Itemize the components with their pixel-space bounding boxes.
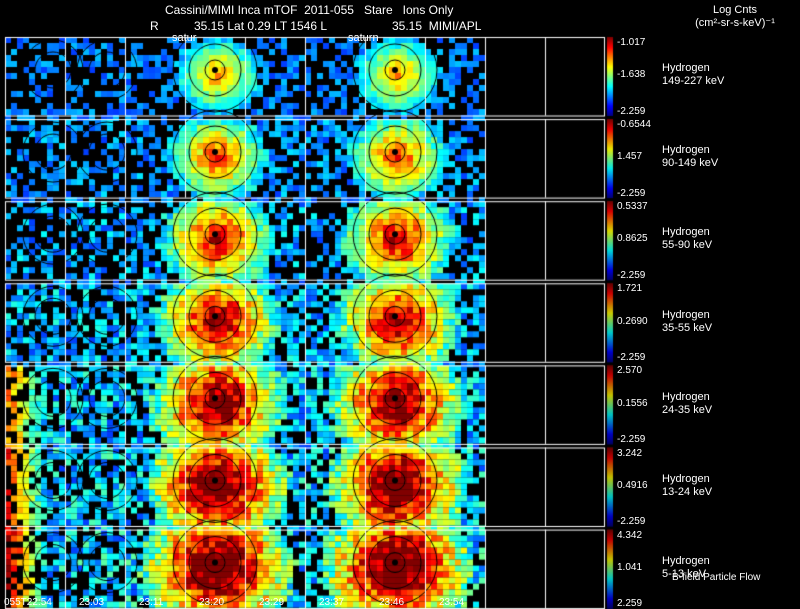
colorbar-mid-label: 1.041: [617, 561, 643, 573]
time-tick-label: 23:11: [139, 597, 164, 608]
energy-range: 55-90 keV: [662, 239, 713, 252]
panel-species-label: Hydrogen 24-35 keV: [662, 391, 712, 417]
time-tick-label: 055T22:54: [4, 597, 52, 608]
panel-species-label: Hydrogen 55-90 keV: [662, 226, 712, 252]
panel-species-label: Hydrogen 13-24 keV: [662, 473, 712, 499]
colorbar-mid-label: 0.8625: [617, 233, 648, 245]
energy-range: 24-35 keV: [662, 403, 713, 416]
species-name: Hydrogen: [662, 472, 710, 485]
colorbar-min-label: -2.259: [617, 269, 646, 281]
footer-note: B-field Particle Flow: [672, 572, 761, 583]
position-line: 35.15 Lat 0.29 LT 1546 L: [194, 19, 328, 33]
colorbar-max-label: 3.242: [617, 447, 643, 459]
colorbar-min-label: -2.259: [617, 351, 646, 363]
l-value: 35.15 MIMI/APL: [392, 19, 482, 33]
species-name: Hydrogen: [662, 390, 710, 403]
colorbar-mid-label: 0.2690: [617, 315, 648, 327]
colorbar-max-label: 1.721: [617, 283, 643, 295]
colorbar-min-label: -2.259: [617, 433, 646, 445]
panel-species-label: Hydrogen 35-55 keV: [662, 309, 712, 335]
time-tick-label: 23:37: [319, 597, 345, 608]
species-name: Hydrogen: [662, 144, 710, 157]
energy-range: 13-24 keV: [662, 485, 713, 498]
energy-range: 5-13 keV: [662, 567, 707, 580]
colorbar-mid-label: -1.638: [617, 69, 646, 81]
energy-range: 90-149 keV: [662, 157, 719, 170]
time-tick-label: 23:54: [439, 597, 465, 608]
colorbar-max-label: -1.017: [617, 37, 646, 48]
colorbar-max-label: 4.342: [617, 529, 643, 541]
time-tick-label: 23:20: [199, 597, 225, 608]
units-line2: (cm²-sr-s-keV)⁻¹: [695, 17, 775, 29]
panel-species-label: Hydrogen 90-149 keV: [662, 144, 718, 170]
units-label: Log Cnts (cm²-sr-s-keV)⁻¹: [680, 4, 790, 30]
panel-species-label: Hydrogen 149-227 keV: [662, 62, 724, 88]
colorbar-min-label: -2.259: [617, 105, 646, 117]
colorbar-max-label: -0.6544: [617, 119, 651, 131]
energy-range: 35-55 keV: [662, 321, 713, 334]
colorbar-max-label: 2.570: [617, 365, 643, 377]
colorbar-mid-label: 1.457: [617, 151, 643, 163]
saturn-label-1: satur: [172, 32, 197, 44]
units-line1: Log Cnts: [712, 4, 758, 16]
time-tick-label: 23:03: [79, 597, 105, 608]
colorbar-mid-label: 0.1556: [617, 397, 648, 409]
colorbar-max-label: 0.5337: [617, 201, 648, 213]
species-name: Hydrogen: [662, 554, 710, 567]
saturn-label-2: saturn: [348, 32, 379, 44]
time-tick-label: 23:46: [379, 597, 405, 608]
colorbar-mid-label: 0.4916: [617, 479, 648, 491]
time-tick-label: 23:29: [259, 597, 285, 608]
panel-species-label: Hydrogen 5-13 keV: [662, 555, 710, 581]
species-name: Hydrogen: [662, 308, 710, 321]
energy-range: 149-227 keV: [662, 75, 725, 88]
page-title: Cassini/MIMI Inca mTOF 2011-055 Stare Io…: [165, 3, 454, 17]
colorbar-min-label: -2.259: [617, 187, 646, 199]
species-name: Hydrogen: [662, 62, 710, 75]
colorbar-min-label: 2.259: [617, 598, 643, 609]
colorbar-min-label: -2.259: [617, 516, 646, 527]
species-name: Hydrogen: [662, 226, 710, 239]
r-label: R: [150, 19, 159, 33]
